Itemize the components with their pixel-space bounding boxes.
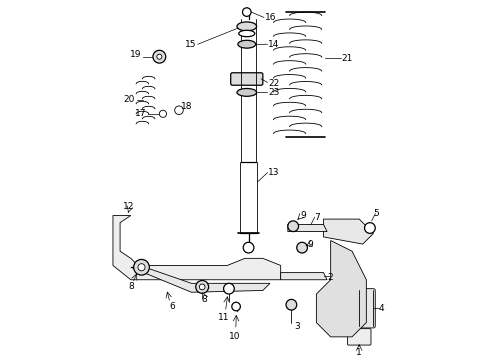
Circle shape: [223, 283, 234, 294]
Polygon shape: [113, 216, 281, 280]
Text: 5: 5: [373, 209, 379, 218]
Circle shape: [365, 222, 375, 233]
FancyBboxPatch shape: [231, 73, 263, 85]
Text: 8: 8: [201, 295, 207, 304]
Polygon shape: [323, 219, 373, 244]
Text: 9: 9: [300, 211, 306, 220]
Text: 16: 16: [265, 13, 276, 22]
Circle shape: [286, 300, 297, 310]
Ellipse shape: [239, 30, 255, 37]
Polygon shape: [131, 267, 270, 292]
Text: 3: 3: [294, 321, 299, 330]
FancyBboxPatch shape: [357, 289, 375, 328]
Polygon shape: [288, 224, 327, 231]
Text: 15: 15: [185, 40, 197, 49]
Circle shape: [196, 280, 209, 293]
Text: 19: 19: [130, 50, 142, 59]
Circle shape: [138, 264, 145, 271]
Circle shape: [288, 221, 298, 231]
Circle shape: [243, 8, 251, 16]
Polygon shape: [317, 240, 367, 337]
Text: 20: 20: [123, 95, 134, 104]
Text: 7: 7: [315, 213, 320, 222]
Text: 14: 14: [268, 40, 280, 49]
Circle shape: [157, 54, 162, 59]
Text: 8: 8: [128, 282, 134, 291]
Text: 23: 23: [268, 88, 280, 97]
Text: 17: 17: [135, 109, 147, 118]
Ellipse shape: [238, 40, 256, 48]
Text: 12: 12: [123, 202, 135, 211]
Circle shape: [297, 242, 307, 253]
Ellipse shape: [237, 22, 257, 31]
Ellipse shape: [237, 89, 257, 96]
Text: 13: 13: [268, 168, 280, 177]
Text: 4: 4: [379, 304, 385, 313]
Text: 1: 1: [356, 348, 362, 357]
Text: 9: 9: [308, 239, 314, 248]
Text: 21: 21: [342, 54, 353, 63]
Circle shape: [134, 260, 149, 275]
Text: 22: 22: [268, 79, 279, 88]
Circle shape: [199, 284, 205, 290]
Circle shape: [232, 302, 241, 311]
Circle shape: [243, 242, 254, 253]
Text: 18: 18: [181, 102, 192, 111]
Text: 11: 11: [218, 313, 229, 322]
Circle shape: [159, 110, 167, 117]
Text: 2: 2: [327, 274, 333, 283]
Circle shape: [175, 106, 183, 114]
FancyBboxPatch shape: [347, 329, 371, 345]
Polygon shape: [281, 273, 327, 280]
Text: 10: 10: [228, 332, 240, 341]
Text: 6: 6: [169, 302, 175, 311]
Circle shape: [153, 50, 166, 63]
